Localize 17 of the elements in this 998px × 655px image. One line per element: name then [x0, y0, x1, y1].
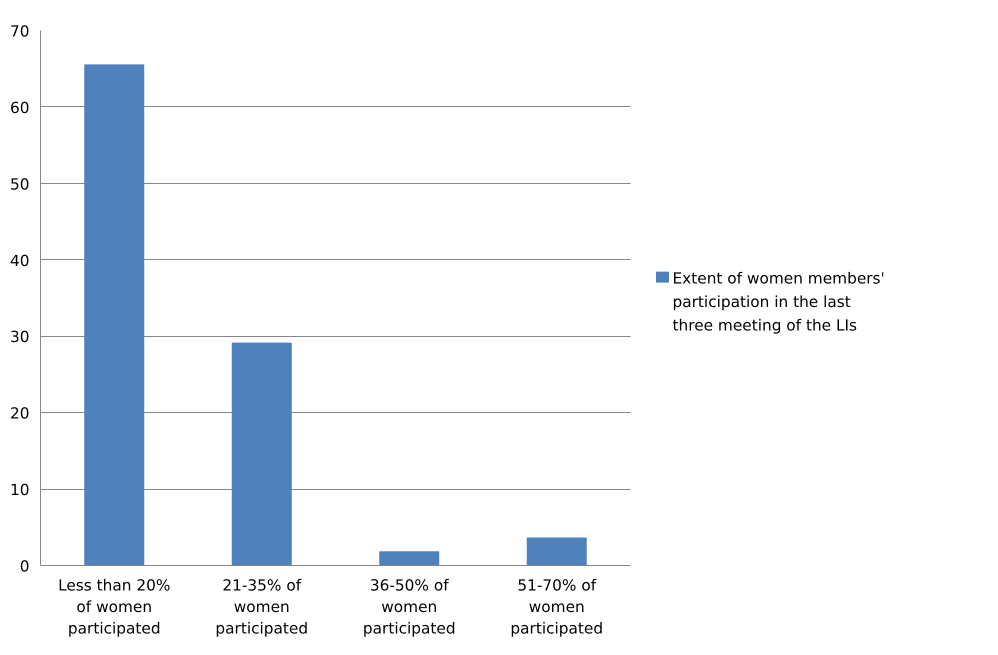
bar	[526, 537, 587, 566]
y-tick-label: 70	[10, 22, 30, 40]
x-tick-label: 51-70% of women participated	[510, 576, 604, 638]
bar	[232, 342, 292, 566]
x-tick-label: 21-35% of women participated	[215, 576, 308, 638]
y-tick-label: 10	[10, 481, 30, 500]
x-tick-label: 36-50% of women participated	[362, 576, 456, 638]
x-tick-label: Less than 20% of women participated	[58, 576, 170, 638]
legend-label: Extent of women members' participation in the last three meeting of the LIs	[672, 270, 885, 334]
y-tick-label: 40	[10, 252, 30, 270]
bar	[84, 64, 144, 566]
y-tick-label: 0	[20, 558, 30, 576]
y-tick-label: 50	[10, 175, 30, 194]
bar	[379, 551, 440, 566]
y-tick-label: 60	[10, 98, 30, 117]
y-tick-label: 20	[10, 404, 30, 423]
y-tick-label: 30	[10, 328, 30, 346]
